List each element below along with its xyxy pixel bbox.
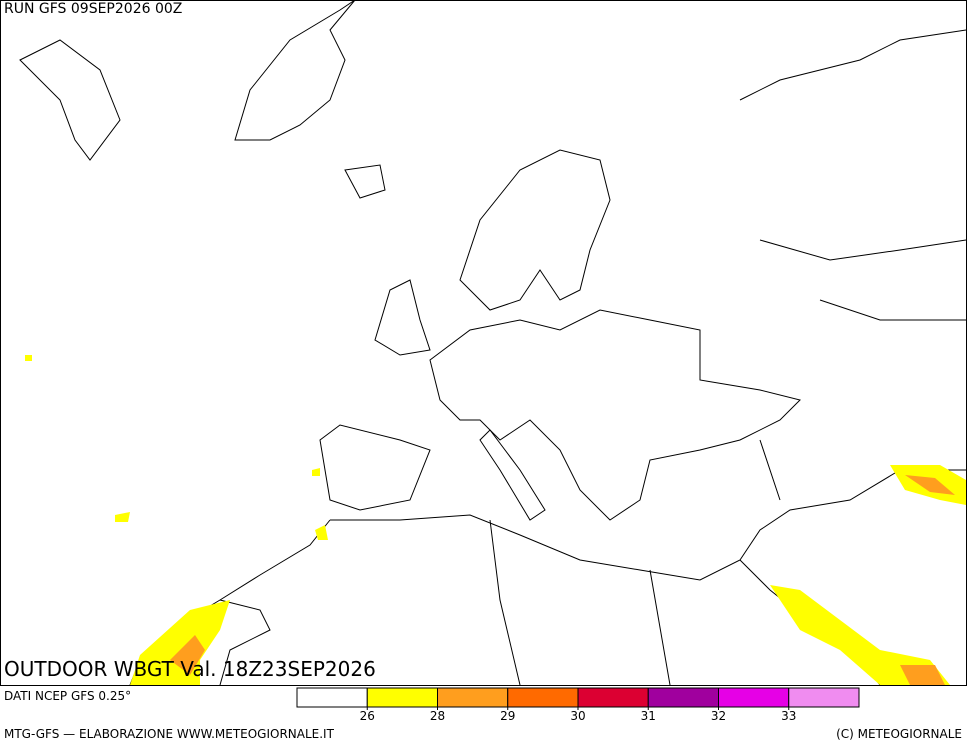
colorbar-box (366, 687, 438, 708)
run-label: RUN GFS 09SEP2026 00Z (4, 1, 182, 17)
field-label: OUTDOOR WBGT Val. 18Z23SEP2026 (4, 657, 376, 681)
colorbar-box (718, 687, 790, 708)
colorbar-tick-label: 29 (500, 709, 515, 723)
colorbar-box (296, 687, 368, 708)
colorbar-tick-label: 30 (570, 709, 585, 723)
colorbar: 26 28 29 30 31 32 33 (296, 687, 860, 723)
map-frame (0, 0, 967, 686)
colorbar-box (577, 687, 649, 708)
wbgt-fill (25, 355, 966, 685)
colorbar-tick-label: 26 (360, 709, 375, 723)
colorbar-tick-label: 28 (430, 709, 445, 723)
colorbar-box (437, 687, 509, 708)
colorbar-tick-label: 31 (641, 709, 656, 723)
colorbar-box (507, 687, 579, 708)
colorbar-box (788, 687, 860, 708)
colorbar-tick-label: 32 (711, 709, 726, 723)
map-outlines (19, 0, 967, 686)
credit-right: (C) METEOGIORNALE (836, 727, 962, 741)
colorbar-box (647, 687, 719, 708)
source-label: DATI NCEP GFS 0.25° (4, 689, 131, 703)
credit-left: MTG-GFS — ELABORAZIONE WWW.METEOGIORNALE… (4, 727, 335, 741)
colorbar-tick-label: 33 (781, 709, 796, 723)
